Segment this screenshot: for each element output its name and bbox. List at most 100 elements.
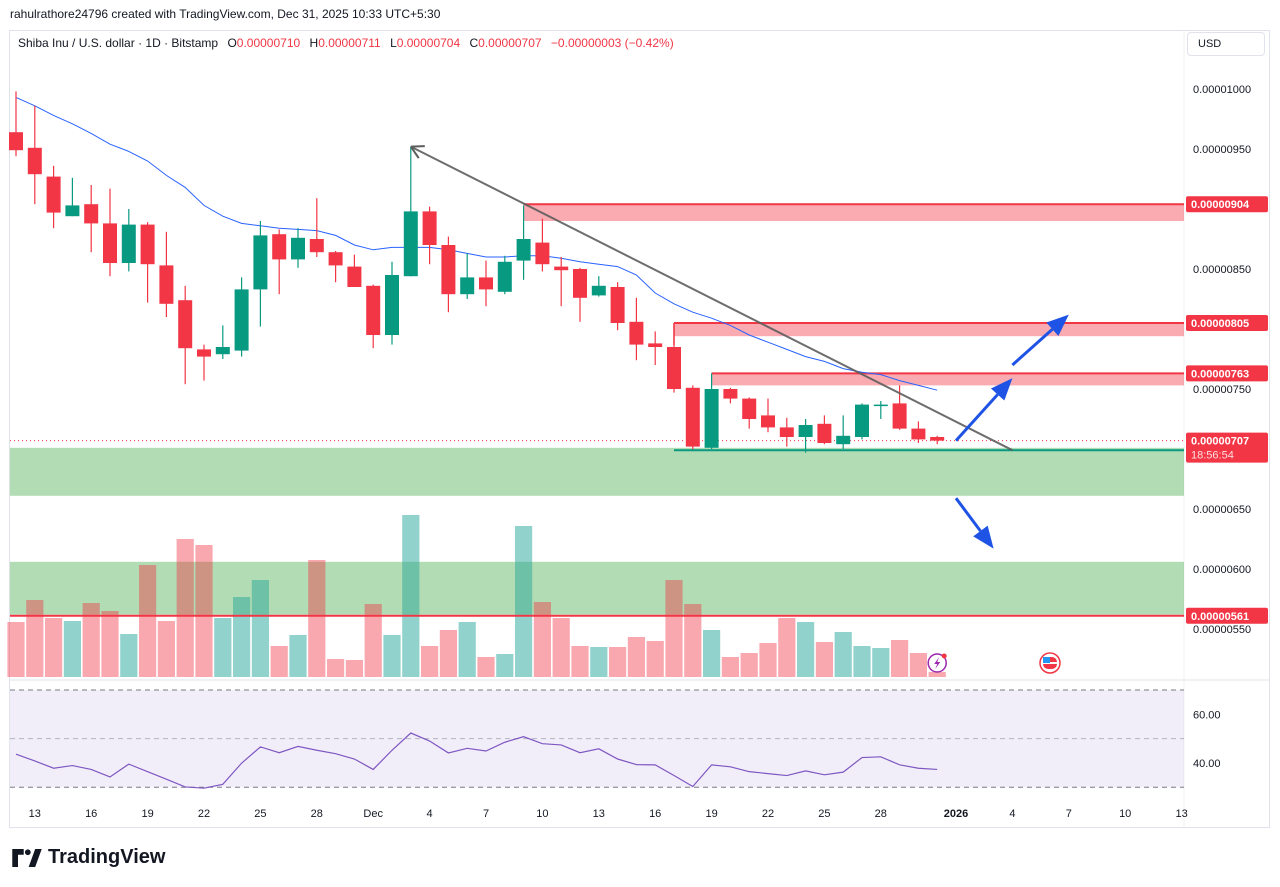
price-badge-label: 0.00000561 [1191, 611, 1249, 623]
candle-body [65, 205, 80, 217]
high-label: H [309, 36, 319, 50]
symbol-legend: Shiba Inu / U.S. dollar · 1D · Bitstamp … [18, 36, 674, 50]
volume-bar [797, 622, 815, 677]
time-tick-label: 19 [141, 808, 153, 820]
candle-body [27, 147, 42, 175]
tradingview-logo[interactable]: TradingView [12, 846, 165, 869]
price-tick-label: 0.00000600 [1193, 564, 1251, 576]
resistance-zone [523, 204, 1184, 221]
candle-body [798, 425, 813, 437]
candle-body [140, 224, 155, 265]
candle-body [685, 387, 700, 447]
candle-body [385, 275, 399, 335]
candle-body [855, 404, 869, 437]
time-tick-label: 22 [198, 808, 210, 820]
candle-body [573, 269, 587, 298]
volume-bar [928, 672, 946, 677]
moving-average-line [15, 96, 938, 391]
volume-bar [63, 621, 81, 677]
candle-body [328, 252, 343, 266]
candle-body [215, 347, 230, 355]
candle-body [121, 224, 136, 263]
rsi-tick-label: 60.00 [1193, 709, 1221, 721]
candle-body [103, 223, 117, 263]
currency-button[interactable]: USD [1187, 32, 1265, 56]
candle-body [84, 204, 99, 224]
volume-bar [308, 560, 326, 677]
volume-bar [45, 618, 63, 677]
chart-frame [9, 30, 1270, 828]
candle-body [723, 389, 738, 399]
volume-bar [7, 622, 25, 677]
direction-arrow [954, 393, 999, 442]
volume-bar [684, 604, 702, 677]
candle-body [253, 235, 268, 290]
candle-body [9, 132, 23, 151]
volume-bar [891, 640, 909, 677]
volume-bar [120, 634, 138, 677]
volume-bar [703, 630, 721, 677]
change-value: −0.00000003 (−0.42%) [550, 36, 674, 50]
support-zone [10, 447, 1184, 496]
volume-bar [251, 580, 269, 677]
price-tick-label: 0.00000950 [1193, 144, 1251, 156]
candle-body [761, 415, 775, 428]
volume-bar [552, 618, 570, 677]
volume-bar [458, 622, 476, 677]
volume-bar [345, 660, 363, 677]
trendline [410, 145, 1013, 452]
low-value: 0.00000704 [396, 36, 461, 50]
price-badge-label: 0.00000763 [1191, 368, 1249, 380]
volume-bar [477, 657, 495, 677]
candle-body [516, 239, 531, 261]
candle-body [836, 435, 851, 445]
volume-bar [270, 646, 288, 677]
candle-body [309, 239, 324, 253]
symbol-title[interactable]: Shiba Inu / U.S. dollar · 1D · Bitstamp [18, 36, 219, 50]
volume-bar [327, 659, 345, 677]
volume-bar [139, 565, 157, 677]
rsi-tick-label: 40.00 [1193, 758, 1221, 770]
trendline-arrowhead [409, 146, 420, 159]
open-value: 0.00000710 [236, 36, 301, 50]
candle-body [234, 289, 249, 351]
volume-bar [157, 621, 175, 677]
price-badge [1186, 315, 1268, 331]
time-tick-label: 28 [311, 808, 323, 820]
price-badge [1186, 607, 1268, 624]
time-tick-label: 4 [427, 808, 433, 820]
time-tick-label: 7 [1066, 808, 1072, 820]
volume-bar [778, 618, 796, 677]
volume-bar [627, 637, 645, 677]
time-tick-label: 16 [85, 808, 97, 820]
resistance-zone [711, 373, 1184, 386]
volume-bar [101, 611, 119, 677]
low-label: L [390, 36, 397, 50]
volume-bar [646, 641, 664, 677]
time-tick-label: 28 [875, 808, 887, 820]
volume-bar [853, 646, 871, 677]
rsi-line [15, 732, 938, 789]
candle-body [873, 404, 888, 407]
candle-body [610, 287, 625, 323]
volume-bar [439, 630, 457, 677]
price-tick-label: 0.00000650 [1193, 504, 1251, 516]
direction-arrow-head [973, 525, 994, 549]
candle-body [779, 427, 794, 437]
candle-body [930, 437, 945, 441]
candle-body [159, 265, 174, 304]
time-tick-label: 7 [483, 808, 489, 820]
candle-body [667, 347, 681, 389]
event-dot [941, 653, 947, 659]
time-tick-label: 16 [649, 808, 661, 820]
volume-bar [515, 526, 533, 677]
time-tick-label: 10 [1119, 808, 1131, 820]
candle-body [629, 321, 644, 345]
volume-bar [533, 602, 551, 677]
volume-bar [496, 654, 514, 677]
volume-bar [176, 539, 194, 677]
volume-bar [402, 515, 420, 677]
candle-body [554, 266, 569, 271]
price-tick-label: 0.00000550 [1193, 624, 1251, 636]
